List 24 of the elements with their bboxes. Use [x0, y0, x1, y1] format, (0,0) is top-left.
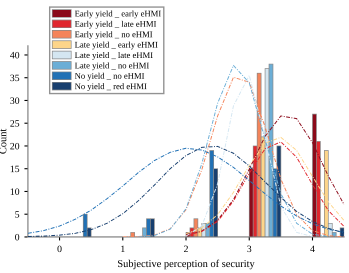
line-series [186, 115, 344, 236]
legend-label: Late yield _ late eHMI [74, 52, 153, 60]
legend-label: Late yield _ no eHMI [74, 62, 149, 70]
legend-label: Early yield _ no eHMI [74, 31, 152, 40]
legend-label: No yield _ red eHMI [74, 83, 147, 91]
legend-label: No yield _ no eHMI [74, 72, 144, 81]
legend-label: Early yield _ late eHMI [74, 20, 156, 29]
y-tick-label: 15 [10, 166, 20, 172]
y-tick-label: 20 [10, 142, 20, 150]
legend-label: Early yield _ early eHMI [74, 10, 161, 18]
legend-label: Late yield _ early eHMI [74, 42, 158, 50]
y-tick-label: 40 [10, 52, 20, 58]
x-tick-label: 0 [57, 246, 62, 252]
x-tick-label: 3 [247, 246, 252, 252]
y-tick-label: 10 [10, 188, 20, 195]
y-tick-label: 5 [15, 211, 20, 218]
y-tick-label: 25 [10, 120, 20, 127]
y-tick-label: 0 [15, 234, 20, 240]
x-tick-label: 1 [121, 246, 125, 252]
x-tick-label: 2 [184, 246, 188, 252]
x-axis-title: Subjective perception of security [118, 260, 255, 270]
x-tick-label: 4 [310, 246, 315, 252]
y-tick-label: 35 [10, 74, 20, 82]
y-tick-label: 30 [10, 97, 20, 104]
